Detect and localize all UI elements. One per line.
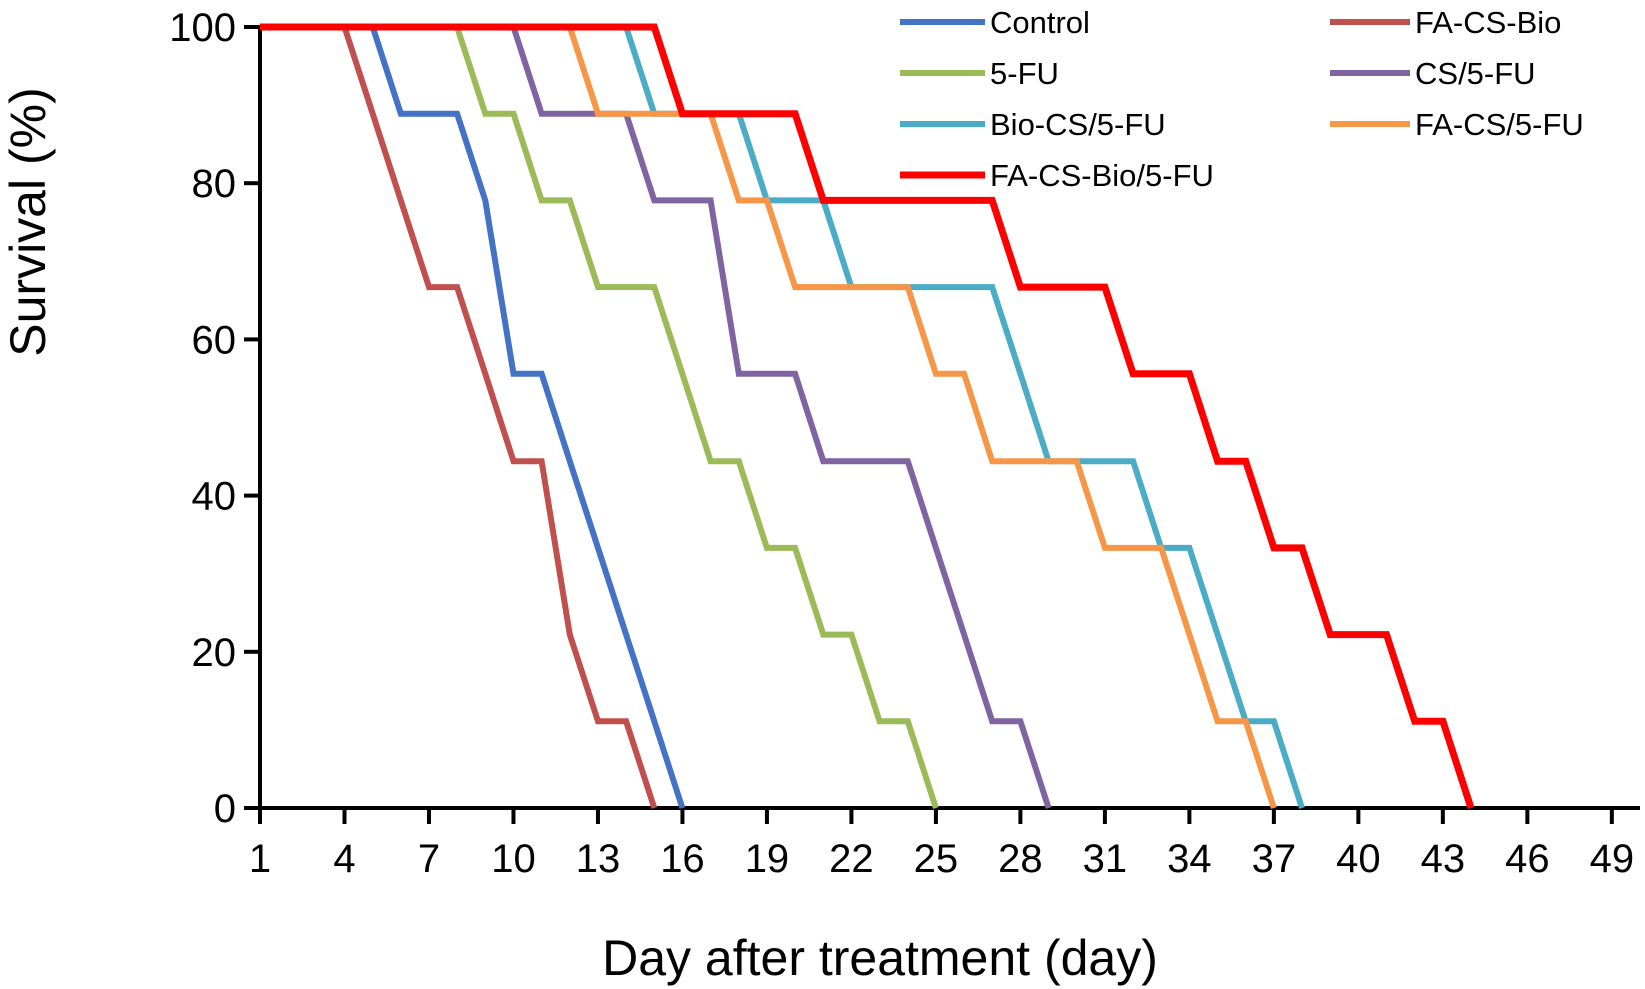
legend: Control FA-CS-Bio 5-FU CS/5-FU Bio-CS/5-FU FA… <box>900 5 1584 193</box>
legend-label: FA-CS-Bio/5-FU <box>990 158 1214 193</box>
x-tick-label: 22 <box>829 837 874 881</box>
y-tick-label: 0 <box>214 787 236 831</box>
x-tick-label: 1 <box>249 837 271 881</box>
series-line-fa-cs-bio <box>260 24 658 809</box>
x-tick-label: 25 <box>914 837 959 881</box>
x-tick-label: 16 <box>660 837 705 881</box>
y-tick-label: 100 <box>169 6 236 50</box>
series-layer <box>260 23 1475 810</box>
y-tick-label: 20 <box>192 631 237 675</box>
series-line-control <box>260 24 686 809</box>
y-tick-label: 60 <box>192 318 237 362</box>
x-tick-label: 34 <box>1167 837 1212 881</box>
x-tick-label: 43 <box>1421 837 1466 881</box>
y-tick-label: 40 <box>192 475 237 519</box>
x-tick-label: 37 <box>1252 837 1297 881</box>
x-tick-label: 19 <box>745 837 790 881</box>
legend-label: 5-FU <box>990 56 1059 91</box>
legend-label: Bio-CS/5-FU <box>990 107 1166 142</box>
series-line-cs-5-fu <box>260 24 1052 809</box>
x-tick-label: 13 <box>576 837 621 881</box>
legend-label: Control <box>990 5 1090 40</box>
x-axis-title: Day after treatment (day) <box>602 930 1158 986</box>
x-tick-label: 10 <box>491 837 536 881</box>
y-axis-title: Survival (%) <box>0 87 56 356</box>
x-tick-label: 4 <box>333 837 355 881</box>
series-line-bio-cs-5-fu <box>260 24 1305 809</box>
x-tick-label: 49 <box>1590 837 1635 881</box>
x-tick-label: 46 <box>1505 837 1550 881</box>
legend-label: CS/5-FU <box>1415 56 1536 91</box>
series-line-fa-cs-bio-5-fu <box>260 23 1475 810</box>
x-tick-label: 7 <box>418 837 440 881</box>
axes: 0 20 40 60 80 100 1 4 7 10 13 16 19 22 25 28 31 34 37 40 43 4… <box>169 6 1640 881</box>
y-tick-label: 80 <box>192 162 237 206</box>
x-tick-label: 28 <box>998 837 1043 881</box>
x-tick-label: 31 <box>1083 837 1128 881</box>
legend-label: FA-CS-Bio <box>1415 5 1561 40</box>
series-line-5-fu <box>260 24 939 809</box>
legend-label: FA-CS/5-FU <box>1415 107 1584 142</box>
series-line-fa-cs-5-fu <box>260 24 1277 809</box>
x-tick-label: 40 <box>1336 837 1381 881</box>
